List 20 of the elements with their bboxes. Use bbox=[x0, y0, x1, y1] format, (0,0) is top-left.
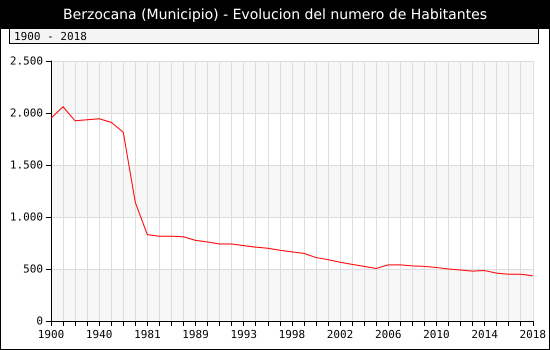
x-tick-label: 2018 bbox=[520, 328, 546, 341]
x-tick-label: 2014 bbox=[471, 328, 498, 341]
x-tick-label: 1900 bbox=[38, 328, 64, 341]
y-tick-label: 0 bbox=[36, 314, 43, 328]
y-tick-label: 1.500 bbox=[10, 158, 43, 172]
x-tick-label: 1981 bbox=[134, 328, 161, 341]
chart-title: Berzocana (Municipio) - Evolucion del numero de Habitantes bbox=[1, 1, 549, 29]
text: 1900 - 2018 bbox=[9, 28, 539, 44]
y-tick-label: 2.000 bbox=[10, 106, 43, 120]
x-tick-label: 1940 bbox=[86, 328, 112, 341]
x-tick-label: 2006 bbox=[374, 328, 402, 341]
x-tick-label: 1993 bbox=[230, 328, 257, 341]
y-tick-label: 2.500 bbox=[10, 54, 43, 68]
x-tick-label: 2002 bbox=[326, 328, 354, 341]
x-tick-label: 2010 bbox=[423, 328, 450, 341]
line-series bbox=[50, 106, 534, 276]
y-tick-label: 1.000 bbox=[10, 210, 43, 224]
y-tick-label: 500 bbox=[23, 262, 43, 276]
x-tick-label: 1998 bbox=[278, 328, 306, 341]
x-tick-label: 1989 bbox=[182, 328, 209, 341]
